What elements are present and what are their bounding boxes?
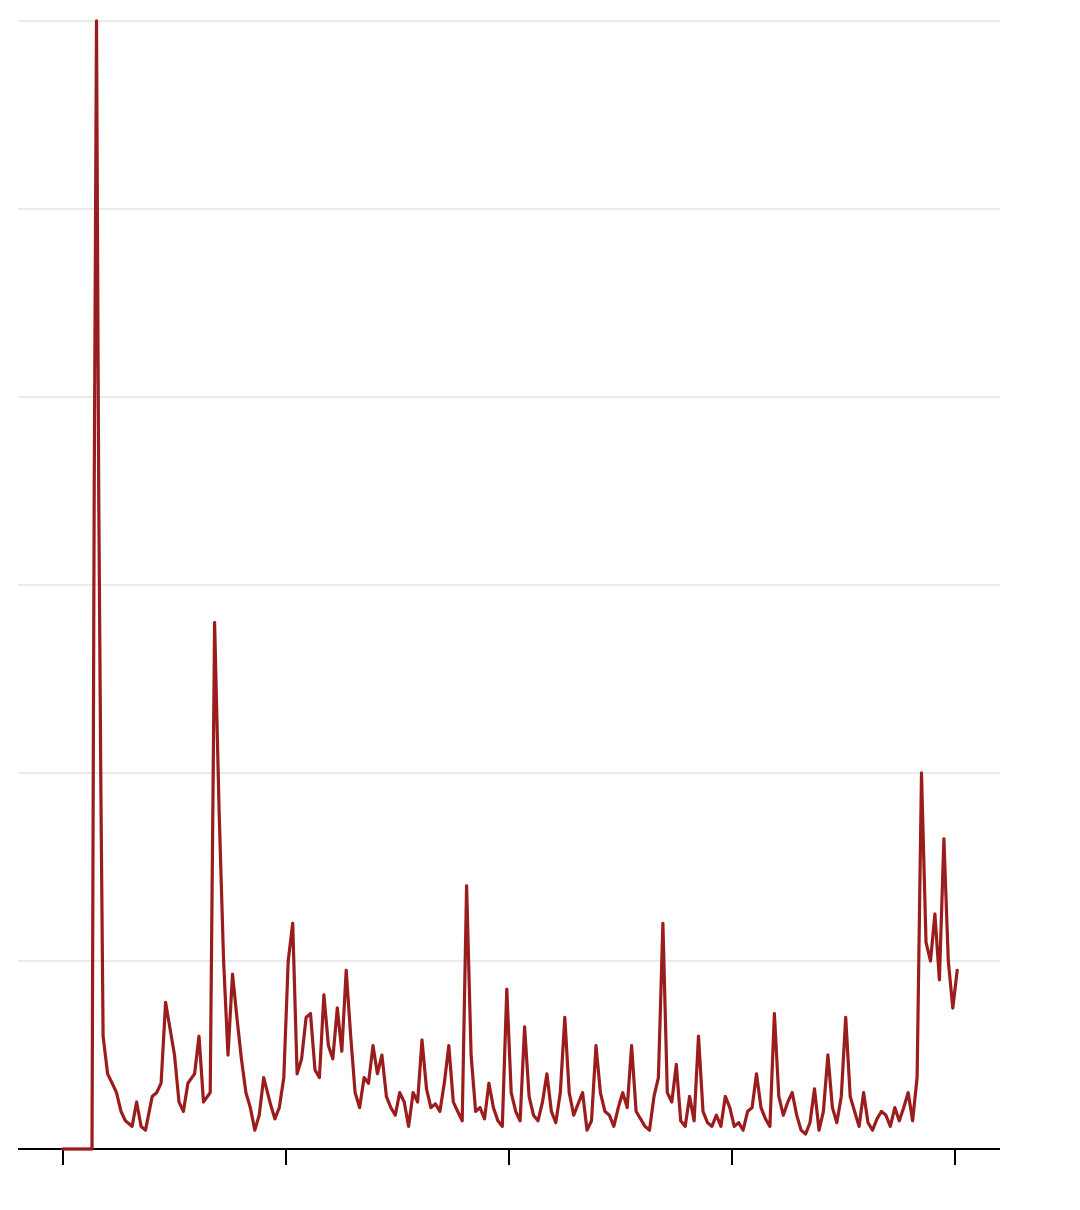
series-group <box>61 19 959 1151</box>
series-line <box>61 19 959 1151</box>
gridlines <box>18 20 1000 962</box>
x-axis-ticks <box>62 1149 956 1165</box>
